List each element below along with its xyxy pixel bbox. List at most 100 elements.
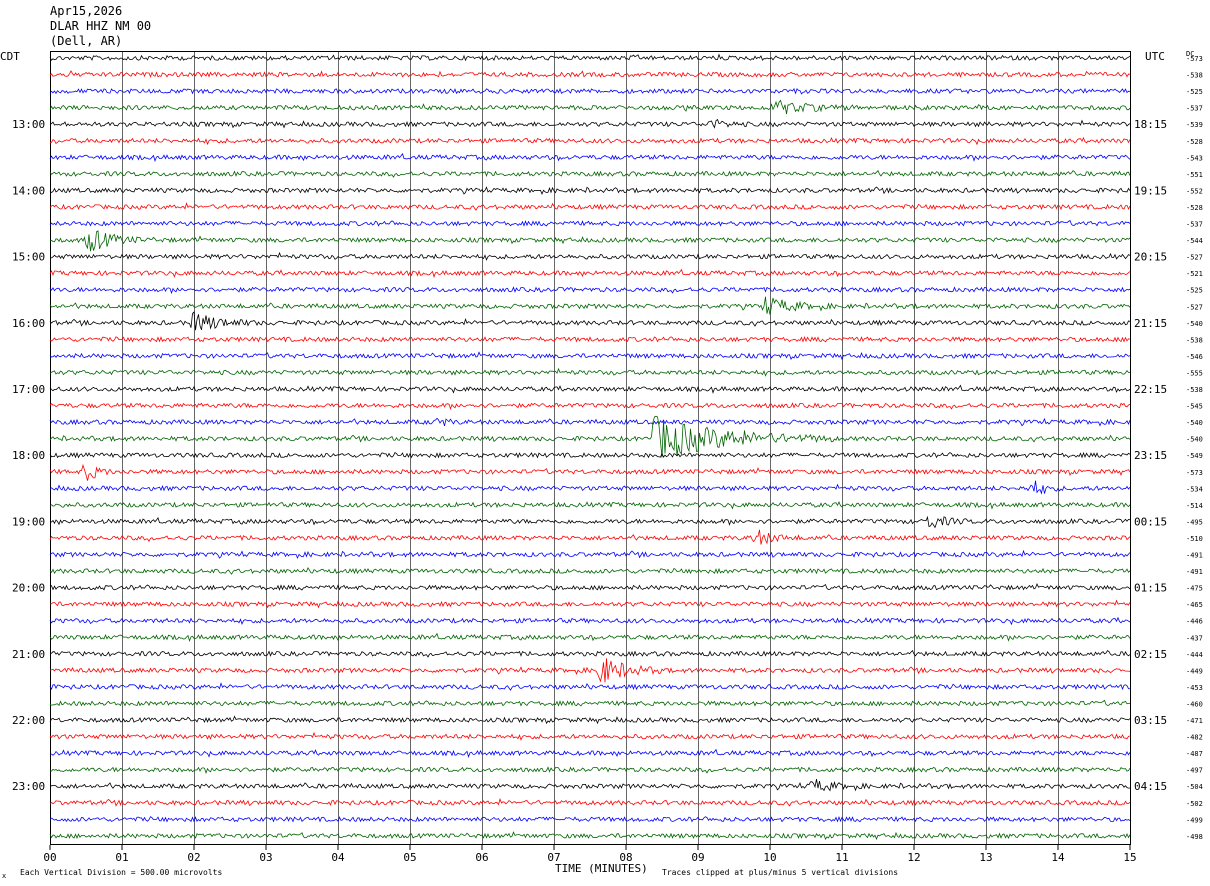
utc-hour-label: 00:15 [1134,515,1167,528]
dc-offset-label: -544 [1186,237,1203,245]
x-tick-label: 02 [187,851,200,864]
dc-offset-label: -499 [1186,816,1203,824]
utc-hour-label: 19:15 [1134,184,1167,197]
trace-line [49,351,1131,361]
trace-line [49,649,1131,658]
trace-line [49,500,1131,510]
dc-offset-label: -460 [1186,700,1203,708]
trace-line [49,451,1131,459]
dc-offset-label: -498 [1186,833,1203,841]
dc-offset-label: -491 [1186,568,1203,576]
utc-hour-label: 03:15 [1134,714,1167,727]
dc-offset-labels: -573 -538 -525 -537 -539 -528 -543 -551 -552 -528… [1186,55,1203,841]
cdt-hour-label: 21:00 [12,648,45,661]
dc-offset-label: -538 [1186,386,1203,394]
dc-offset-label: -528 [1186,204,1203,212]
trace-line [49,367,1131,377]
trace-line [49,152,1131,163]
x-tick-label: 13 [979,851,992,864]
trace-line [49,715,1131,725]
dc-offset-label: -543 [1186,154,1203,162]
dc-offset-label: -444 [1186,651,1203,659]
trace-line [49,296,1131,315]
trace-line [49,567,1131,575]
utc-hour-label: 23:15 [1134,449,1167,462]
date-label: Apr15,2026 [50,4,122,18]
dc-offset-label: -549 [1186,452,1203,460]
x-tick-label: 09 [691,851,704,864]
dc-offset-label: -534 [1186,485,1203,493]
trace-line [49,682,1131,691]
right-timezone-label: UTC [1145,50,1165,63]
cdt-hour-label: 13:00 [12,118,45,131]
trace-line [50,251,1131,261]
cdt-hour-label: 14:00 [12,184,45,197]
dc-offset-label: -487 [1186,750,1203,758]
plot-frame [50,51,1131,845]
utc-hour-label: 01:15 [1134,582,1167,595]
scale-note: Each Vertical Division = 500.00 microvol… [20,868,222,877]
trace-line [49,311,1131,331]
x-tick-label: 10 [763,851,776,864]
dc-offset-label: -495 [1186,518,1203,526]
x-tick-label: 14 [1051,851,1065,864]
trace-line [49,186,1131,195]
dc-offset-label: -525 [1186,88,1203,96]
dc-offset-label: -573 [1186,55,1203,63]
dc-offset-label: -502 [1186,800,1203,808]
dc-offset-label: -475 [1186,585,1203,593]
trace-line [49,658,1131,683]
dc-offset-label: -497 [1186,767,1203,775]
left-timezone-label: CDT [0,50,20,63]
cdt-hour-label: 23:00 [12,780,45,793]
hour-labels: 13:00 18:15 14:00 19:15 15:00 20:15 16:00 21:15… [12,118,1167,793]
trace-line [49,480,1131,495]
location-label: (Dell, AR) [50,34,122,48]
dc-offset-label: -537 [1186,221,1203,229]
dc-offset-label: -540 [1186,436,1203,444]
x-tick-label: 06 [475,851,488,864]
x-tick-label: 01 [115,851,128,864]
trace-line [49,779,1131,792]
trace-line [49,99,1131,115]
trace-line [49,417,1131,427]
dc-offset-label: -491 [1186,552,1203,560]
dc-offset-label: -453 [1186,684,1203,692]
x-axis-title: TIME (MINUTES) [555,862,648,875]
trace-line [49,616,1131,626]
trace-line [49,632,1131,643]
trace-line [49,170,1131,178]
trace-line [49,463,1131,481]
x-tick-label: 03 [259,851,272,864]
cdt-hour-label: 15:00 [12,251,45,264]
trace-line [49,136,1131,146]
trace-line [49,118,1131,129]
utc-hour-label: 18:15 [1134,118,1167,131]
x-tick-label: 12 [907,851,920,864]
dc-offset-label: -504 [1186,783,1203,791]
trace-line [49,230,1131,252]
trace-line [49,70,1131,78]
trace-line [49,731,1131,741]
dc-offset-label: -552 [1186,187,1203,195]
dc-offset-label: -527 [1186,303,1203,311]
utc-hour-label: 02:15 [1134,648,1167,661]
dc-offset-label: -551 [1186,171,1203,179]
trace-line [49,402,1131,411]
trace-line [49,268,1131,278]
x-axis-ticks: 00 01 02 03 04 05 06 07 08 09 10 11 12 13 14 15 [43,845,1137,864]
cdt-hour-label: 20:00 [12,582,45,595]
trace-line [49,699,1131,707]
cdt-hour-label: 22:00 [12,714,45,727]
trace-line [49,87,1131,95]
trace-line [49,797,1131,807]
dc-offset-label: -437 [1186,634,1203,642]
dc-offset-label: -546 [1186,353,1203,361]
utc-hour-label: 20:15 [1134,251,1167,264]
dc-offset-label: -446 [1186,618,1203,626]
corner-mark: x [2,872,6,880]
x-tick-label: 04 [331,851,345,864]
dc-offset-label: -555 [1186,369,1203,377]
dc-offset-label: -545 [1186,403,1203,411]
